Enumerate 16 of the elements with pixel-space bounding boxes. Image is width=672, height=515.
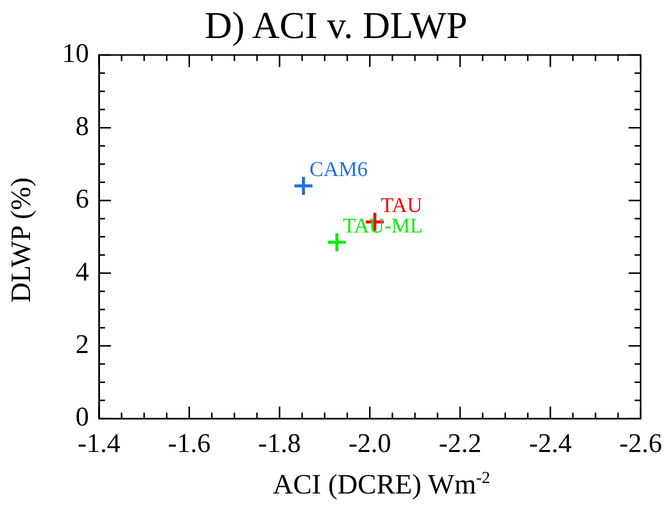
x-axis-title: ACI (DCRE) Wm$^{-2}$ xyxy=(272,468,492,502)
y-tick-label: 4 xyxy=(76,256,90,286)
y-axis-title: DLWP (%) xyxy=(6,177,38,303)
x-tick-label: -2.6 xyxy=(619,428,662,458)
y-tick-label: 8 xyxy=(76,110,89,141)
x-tick-label: -1.8 xyxy=(258,428,301,458)
x-tick-label: -1.6 xyxy=(168,428,211,458)
y-tick-label: 2 xyxy=(76,328,89,359)
y-tick-label: 6 xyxy=(76,184,89,214)
x-tick-label: -2.4 xyxy=(528,428,572,458)
series-label: TAU xyxy=(380,192,422,217)
y-tick-label: 10 xyxy=(62,38,89,68)
series-label: CAM6 xyxy=(309,156,368,181)
x-tick-label: -2.0 xyxy=(348,428,392,458)
chart-title: D) ACI v. DLWP xyxy=(204,5,468,47)
x-tick-label: -2.2 xyxy=(438,428,482,458)
